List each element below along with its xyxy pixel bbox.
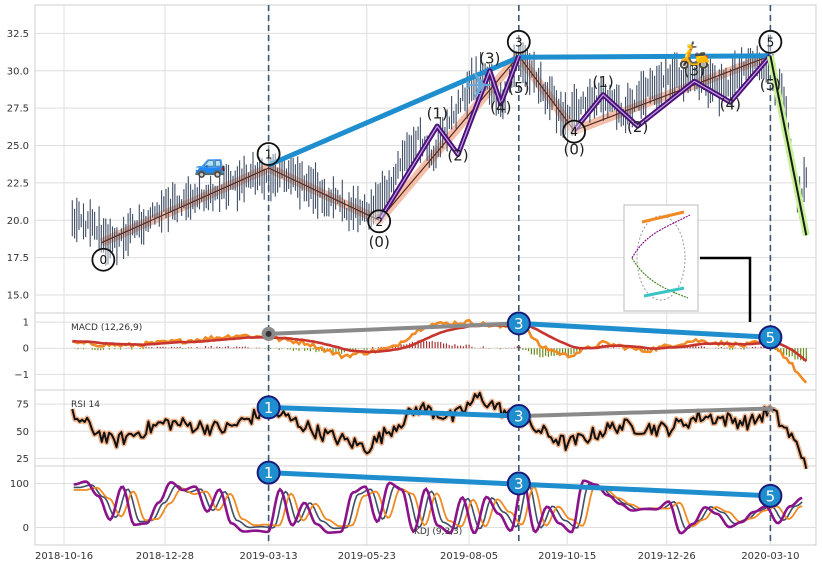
kdj-marker-3 [506,471,531,496]
panel-macd [34,312,817,391]
correction-line [769,55,808,236]
kdj-marker-label: 5 [766,487,776,505]
x-tick-label: 2018-12-28 [136,551,194,562]
macd-signal-line [72,323,808,363]
y-tick-label: 75 [16,400,29,411]
wave-point-label: 0 [100,253,108,267]
kdj-marker-label: 3 [514,475,524,493]
rsi-line [71,391,808,470]
rsi-star-icon: ★ [764,401,777,417]
car-icon: 🚙 [194,149,226,179]
y-tick-label: 32.5 [7,29,29,40]
sub-wave-label: (2) [627,118,648,136]
pattern-inset [623,204,699,312]
wave-point-circle [367,209,392,234]
rsi-marker-1 [256,395,281,420]
wave-point-circle [758,29,783,54]
x-tick-label: 2019-05-23 [338,551,396,562]
macd-marker-label: 3 [514,315,524,333]
y-tick-label: 17.5 [7,253,29,264]
airplane-icon: ✈ [464,67,493,107]
sub-wave-label: (4) [720,96,741,114]
sub-wave-inner [378,55,520,221]
macd-grey-trend [268,321,519,336]
y-tick-label: 20.0 [7,216,29,227]
inset-green-path [631,257,689,299]
sub-wave-label: (1) [427,105,448,123]
wave-point-circle [506,29,531,54]
rsi-panel-label: RSI 14 [71,400,100,410]
y-tick-label: 22.5 [7,178,29,189]
x-tick-label: 2019-10-15 [538,551,596,562]
kdj-panel-label: KDJ (9,3,3) [414,527,462,537]
x-tick-label: 2019-12-26 [638,551,696,562]
sub-wave-inner [573,55,771,131]
sub-wave-label: (0) [369,233,390,251]
y-tick-label: 15.0 [7,291,29,302]
wave-point-label: 5 [767,35,775,49]
inset-bottom-band [643,286,685,298]
y-tick-label: 0 [23,523,29,534]
rsi-blue-trend [268,404,519,419]
rsi-grey-trend [518,406,771,419]
scooter-icon: 🛵 [678,40,710,70]
macd-marker-5 [758,325,783,350]
sub-wave-label: (2) [447,146,468,164]
kdj-marker-5 [758,483,783,508]
inset-top-band [641,210,685,224]
rsi-marker-label: 3 [514,408,524,426]
y-tick-label: 100 [10,479,29,490]
y-tick-label: 1 [23,318,29,329]
inset-purple-path [631,214,691,259]
wave-point-label: 3 [515,35,523,49]
y-tick-label: 30.0 [7,66,29,77]
inset-connector [700,256,752,322]
macd-blue-trend [518,320,771,340]
macd-panel-label: MACD (12,26,9) [71,323,142,333]
kdj-k-line [73,477,803,535]
rsi-marker-label: 1 [264,399,274,417]
x-tick-label: 2018-10-16 [35,551,93,562]
kdj-d-line [73,485,803,528]
macd-grey-dot-center [265,330,272,337]
wave-point-circle [91,247,116,272]
wave-point-label: 2 [375,215,383,229]
x-tick-label: 2020-03-10 [741,551,799,562]
macd-marker-label: 5 [766,329,776,347]
wave-point-circle [562,119,586,144]
sub-wave-label: (5) [508,79,529,97]
kdj-marker-1 [256,460,281,485]
wave-point-circle [256,142,281,166]
x-tick-label: 2019-03-13 [240,551,298,562]
y-tick-label: 25 [16,454,29,465]
macd-marker-3 [506,311,531,336]
y-tick-label: 0 [23,344,29,355]
y-tick-label: 50 [16,427,29,438]
sub-wave-label: (4) [490,99,511,117]
wave-point-label: 4 [570,125,578,139]
sub-wave-label: (3) [479,49,500,67]
kdj-marker-label: 1 [264,464,274,482]
sub-wave-label: (3) [684,61,705,79]
y-tick-label: 25.0 [7,141,29,152]
rsi-marker-3 [506,404,531,429]
y-tick-label: −1 [14,370,29,381]
y-tick-label: 27.5 [7,104,29,115]
sub-wave-label: (1) [593,73,614,91]
kdj-j-line [73,482,803,530]
sub-wave-label: (5) [760,76,781,94]
wave-point-label: 1 [265,147,273,161]
sub-wave-label: (0) [563,141,584,159]
x-tick-label: 2019-08-05 [440,551,498,562]
